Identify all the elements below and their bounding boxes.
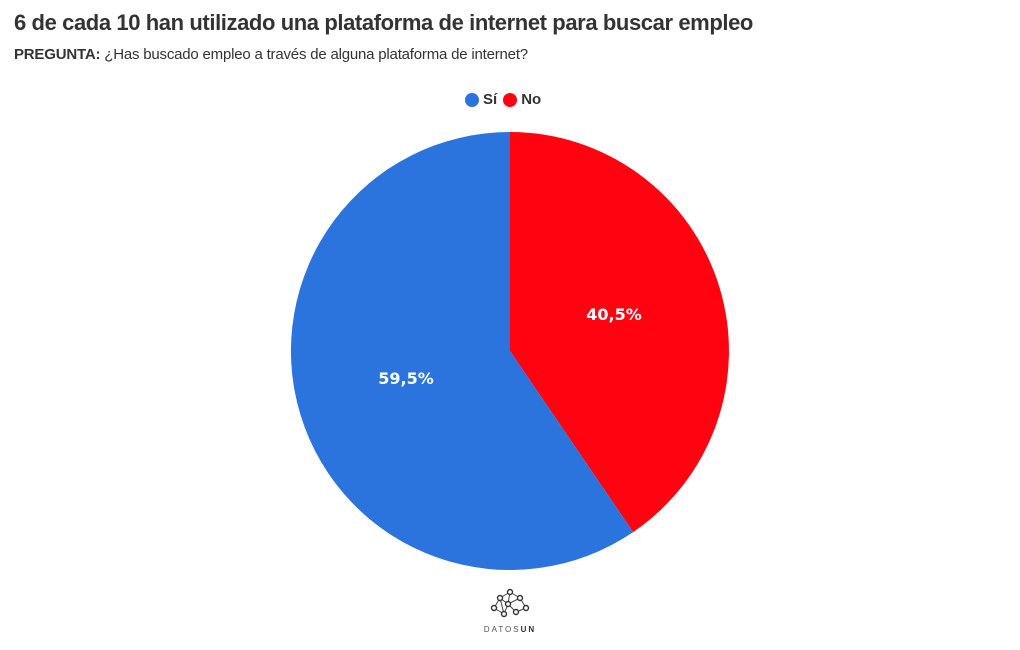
legend-dot-si-icon [465,92,479,107]
datosun-logo: DATOSUN [478,588,542,638]
legend-label-no: No [521,91,542,108]
network-logo-icon [490,588,530,618]
question-label: PREGUNTA: [14,46,101,63]
slice-label-si: 59,5% [378,369,434,388]
legend-item-si[interactable]: Sí [465,91,497,108]
legend-dot-no-icon [503,92,518,107]
brand-text: DATOSUN [478,625,542,634]
slice-label-no: 40,5% [586,305,642,324]
brand-light: DATOS [483,625,521,634]
pie-slice-si[interactable] [290,132,634,570]
chart-subtitle: PREGUNTA: ¿Has buscado empleo a través d… [14,46,528,63]
chart-legend: Sí No [465,91,547,108]
legend-label-si: Sí [483,91,498,108]
pie-slice-no[interactable] [510,132,729,533]
question-text: ¿Has buscado empleo a través de alguna p… [104,46,528,63]
brand-bold: UN [520,625,537,634]
chart-title: 6 de cada 10 han utilizado una plataform… [14,10,753,35]
legend-item-no[interactable]: No [503,91,541,108]
